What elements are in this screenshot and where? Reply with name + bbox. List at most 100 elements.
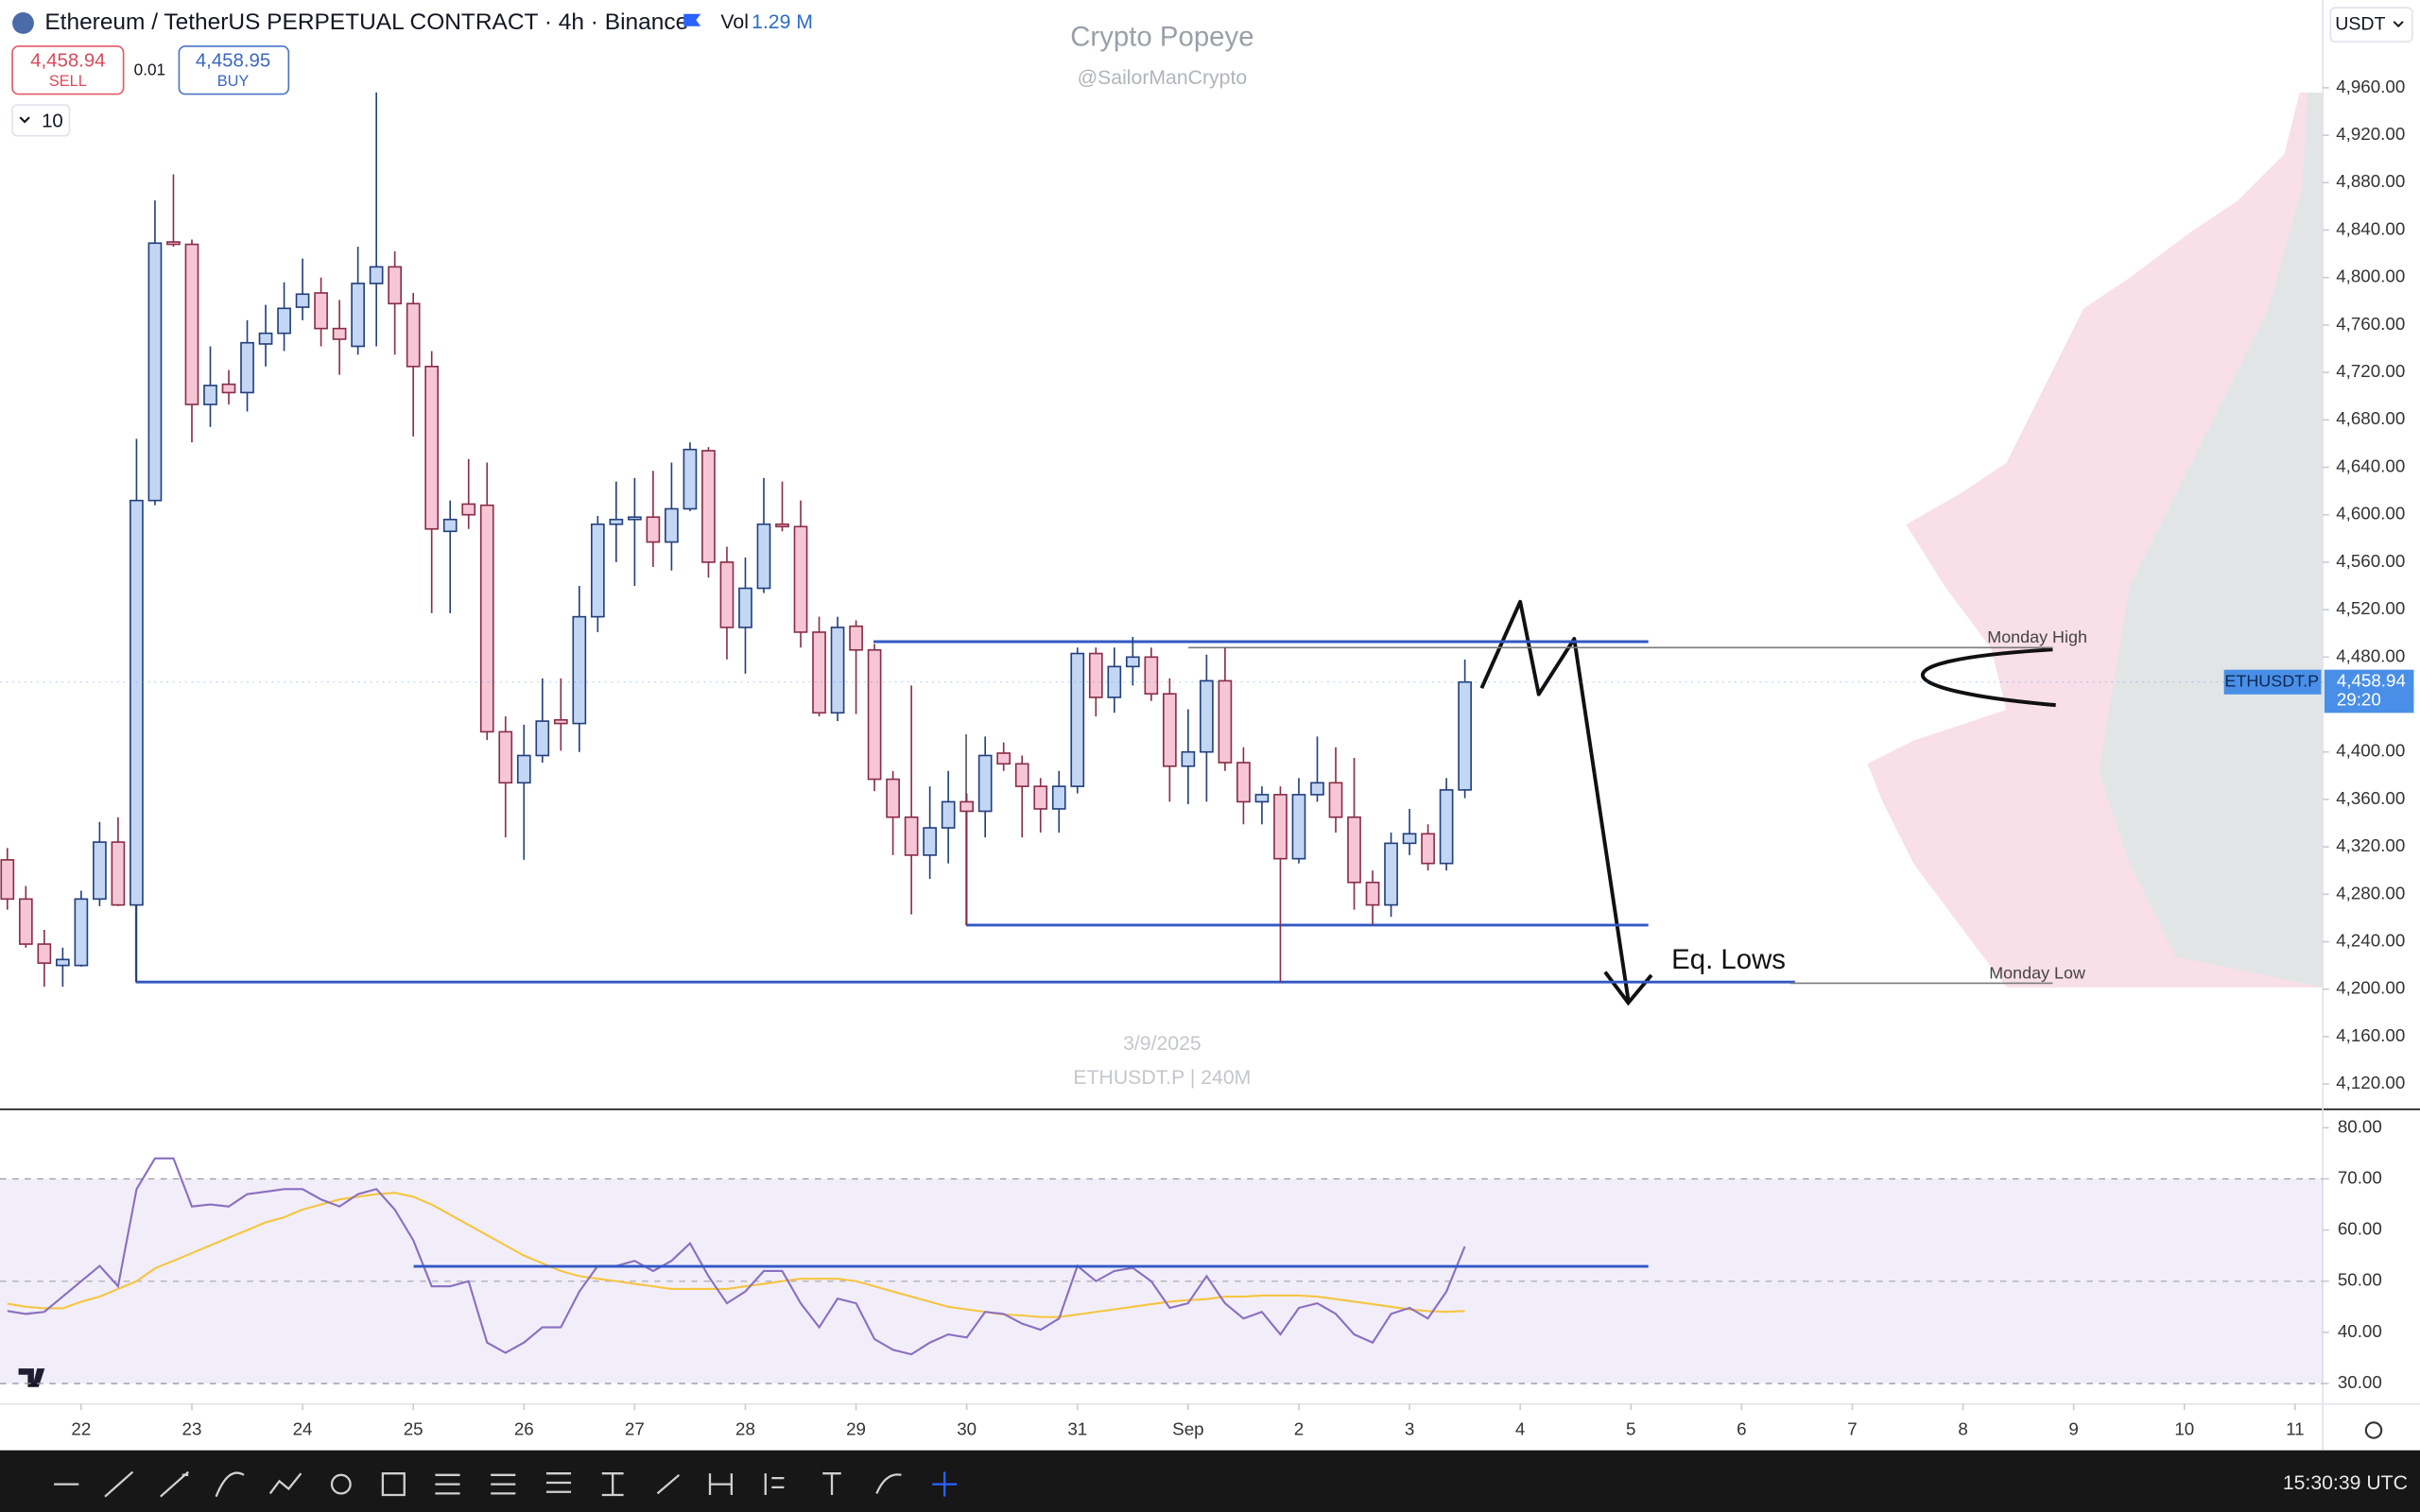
tool-icon[interactable] — [435, 1473, 460, 1495]
candle-body — [1218, 679, 1233, 764]
y-tick-label: 4,800.00 — [2336, 266, 2405, 286]
sell-price[interactable]: 4,458.94 — [30, 51, 105, 72]
currency-button[interactable] — [2329, 7, 2413, 43]
x-tick-label: 8 — [1958, 1418, 1967, 1438]
indicators-count[interactable]: 10 — [42, 111, 63, 131]
x-tick-label: 26 — [514, 1418, 534, 1438]
tool-icon[interactable] — [381, 1472, 406, 1497]
candle-body — [977, 754, 993, 813]
buy-price[interactable]: 4,458.95 — [196, 51, 270, 72]
candle-body — [406, 302, 421, 368]
y-tick-label: 4,720.00 — [2336, 361, 2405, 381]
flag-icon[interactable] — [683, 13, 701, 26]
symbol-icon[interactable] — [12, 12, 34, 34]
x-tick-label: 31 — [1067, 1418, 1087, 1438]
candle-body — [240, 341, 254, 394]
candle-body — [130, 499, 144, 906]
candle-body — [628, 516, 642, 521]
y-tick-label: 4,840.00 — [2336, 218, 2405, 238]
candle-body — [923, 827, 937, 856]
candle-body — [535, 720, 550, 757]
candle-body — [1402, 833, 1417, 845]
candle-body — [74, 898, 89, 967]
candle-body — [388, 266, 403, 305]
currency[interactable]: USDT — [2335, 13, 2385, 34]
tool-icon[interactable] — [764, 1473, 785, 1496]
tool-icon[interactable] — [932, 1471, 958, 1497]
candle-body — [904, 816, 919, 856]
tool-icon[interactable] — [545, 1472, 572, 1493]
buy-button[interactable] — [178, 45, 290, 95]
tool-icon[interactable] — [104, 1470, 134, 1498]
candle-body — [665, 507, 679, 543]
candle-body — [1051, 785, 1066, 810]
tool-icon[interactable] — [822, 1472, 841, 1496]
candle-body — [775, 523, 789, 528]
candle-body — [1200, 679, 1214, 753]
tool-icon[interactable] — [268, 1472, 302, 1495]
candle-body — [37, 943, 52, 964]
y-tick-label: 60.00 — [2338, 1219, 2382, 1239]
candle-body — [756, 523, 771, 590]
candle-body — [166, 241, 181, 246]
candle-body — [553, 719, 568, 725]
x-tick-label: 6 — [1737, 1418, 1746, 1438]
candle-body — [1107, 665, 1122, 698]
tool-icon[interactable] — [601, 1472, 624, 1497]
tool-icon[interactable] — [215, 1471, 245, 1498]
symbol-tag — [2223, 669, 2322, 695]
x-tick-label: 24 — [293, 1418, 313, 1438]
y-tick-label: 4,560.00 — [2336, 551, 2405, 571]
watermark-symbol: ETHUSDT.P | 240M — [1073, 1067, 1251, 1089]
annotation-label: Eq. Lows — [1671, 944, 1786, 975]
y-tick-label: 4,960.00 — [2336, 77, 2405, 96]
candle-body — [701, 450, 716, 563]
candle-body — [1347, 816, 1361, 884]
candle-body — [1273, 794, 1288, 860]
candle-body — [1088, 652, 1103, 698]
candle-body — [461, 503, 476, 516]
candle-body — [1421, 833, 1435, 865]
buy-label[interactable]: BUY — [217, 73, 250, 90]
tool-icon[interactable] — [708, 1473, 734, 1496]
candle-body — [479, 504, 494, 733]
candle-body — [147, 242, 163, 502]
candle-body — [886, 778, 900, 818]
x-tick-label: 10 — [2174, 1418, 2194, 1438]
tool-icon[interactable] — [875, 1473, 902, 1494]
sell-label[interactable]: SELL — [49, 73, 87, 90]
candle-body — [941, 800, 956, 829]
indicators-toggle[interactable] — [11, 104, 71, 137]
candle-body — [1439, 789, 1454, 865]
candle-body — [812, 631, 826, 714]
candle-body — [1458, 680, 1472, 791]
candle-body — [1070, 652, 1085, 787]
sell-button[interactable] — [11, 45, 125, 95]
candle-body — [498, 730, 513, 784]
price-tag-label: 4,458.94 — [2337, 671, 2406, 691]
candle-body — [867, 648, 882, 781]
tool-icon[interactable] — [491, 1473, 516, 1495]
y-tick-label: 4,200.00 — [2336, 978, 2405, 998]
x-tick-label: 4 — [1515, 1418, 1525, 1438]
y-tick-label: 80.00 — [2338, 1116, 2382, 1136]
candle-body — [203, 385, 217, 405]
candle-body — [1254, 794, 1270, 803]
candle-body — [1310, 782, 1324, 796]
candle-body — [1163, 693, 1177, 767]
settings-icon[interactable] — [2364, 1421, 2383, 1439]
tool-icon[interactable] — [330, 1473, 352, 1495]
drawing-tools — [54, 1470, 958, 1498]
tool-icon[interactable] — [656, 1473, 681, 1495]
candle-body — [830, 627, 845, 714]
symbol-title[interactable]: Ethereum / TetherUS PERPETUAL CONTRACT ·… — [44, 9, 688, 35]
x-tick-label: 3 — [1405, 1418, 1414, 1438]
y-tick-label: 4,160.00 — [2336, 1025, 2405, 1045]
candle-body — [221, 383, 236, 394]
y-tick-label: 4,640.00 — [2336, 455, 2405, 475]
chevron — [19, 116, 30, 124]
x-tick-label: Sep — [1172, 1418, 1203, 1438]
chevron — [2393, 21, 2404, 28]
tool-icon[interactable] — [160, 1470, 189, 1498]
